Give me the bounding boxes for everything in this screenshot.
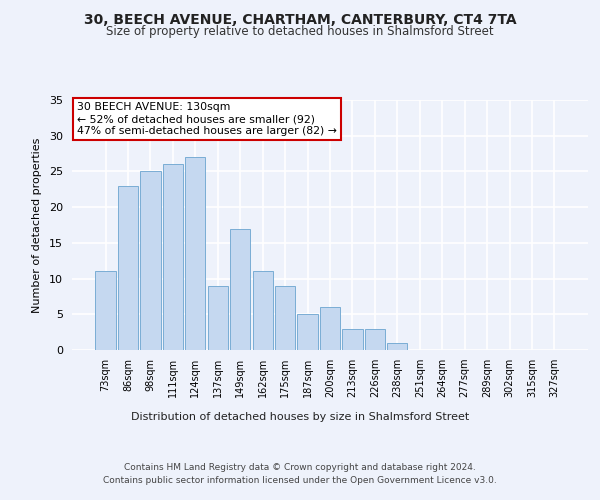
- Text: Distribution of detached houses by size in Shalmsford Street: Distribution of detached houses by size …: [131, 412, 469, 422]
- Bar: [387, 343, 407, 350]
- Bar: [163, 164, 183, 350]
- Text: 30 BEECH AVENUE: 130sqm
← 52% of detached houses are smaller (92)
47% of semi-de: 30 BEECH AVENUE: 130sqm ← 52% of detache…: [77, 102, 337, 136]
- Bar: [343, 328, 362, 350]
- Text: Size of property relative to detached houses in Shalmsford Street: Size of property relative to detached ho…: [106, 25, 494, 38]
- Bar: [230, 228, 250, 350]
- Text: Contains HM Land Registry data © Crown copyright and database right 2024.: Contains HM Land Registry data © Crown c…: [124, 462, 476, 471]
- Bar: [208, 286, 228, 350]
- Bar: [253, 272, 273, 350]
- Y-axis label: Number of detached properties: Number of detached properties: [32, 138, 42, 312]
- Bar: [185, 157, 205, 350]
- Bar: [140, 172, 161, 350]
- Bar: [95, 272, 116, 350]
- Bar: [118, 186, 138, 350]
- Text: 30, BEECH AVENUE, CHARTHAM, CANTERBURY, CT4 7TA: 30, BEECH AVENUE, CHARTHAM, CANTERBURY, …: [83, 12, 517, 26]
- Bar: [320, 307, 340, 350]
- Bar: [275, 286, 295, 350]
- Text: Contains public sector information licensed under the Open Government Licence v3: Contains public sector information licen…: [103, 476, 497, 485]
- Bar: [298, 314, 317, 350]
- Bar: [365, 328, 385, 350]
